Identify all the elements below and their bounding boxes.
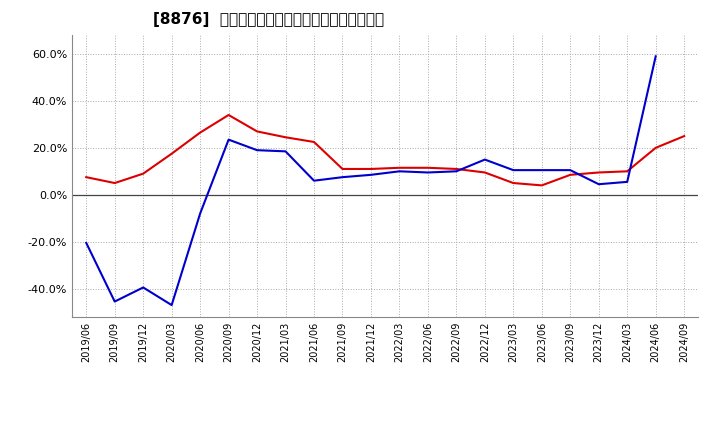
Text: [8876]  有利子負債キャッシュフロー比率の推移: [8876] 有利子負債キャッシュフロー比率の推移 xyxy=(153,12,384,27)
Legend: 有利子負債営業CF比率, 有利子負債フリーCF比率: 有利子負債営業CF比率, 有利子負債フリーCF比率 xyxy=(243,435,528,440)
